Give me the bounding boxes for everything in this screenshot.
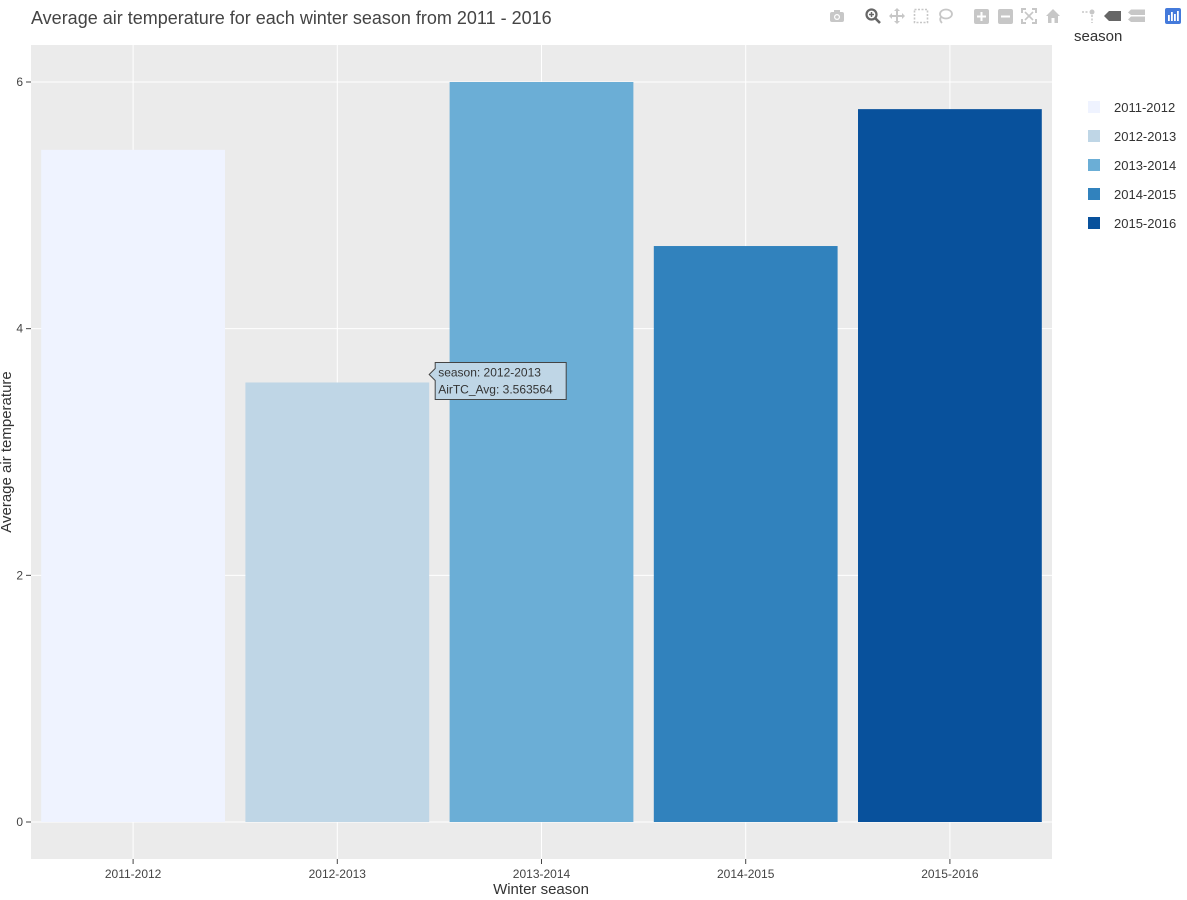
tooltip-box	[428, 361, 567, 400]
zoom-out-icon[interactable]	[995, 6, 1015, 26]
legend-swatch	[1088, 188, 1100, 200]
tooltip-value: AirTC_Avg: 3.563564	[438, 382, 553, 396]
legend-item[interactable]: 2014-2015	[1088, 187, 1176, 202]
x-tick-label: 2013-2014	[513, 867, 571, 881]
box-select-icon[interactable]	[911, 6, 931, 26]
hover-compare-icon[interactable]	[1127, 6, 1147, 26]
pan-icon[interactable]	[887, 6, 907, 26]
x-axis-label: Winter season	[493, 881, 589, 898]
legend-item[interactable]: 2011-2012	[1088, 100, 1175, 115]
legend-label: 2013-2014	[1114, 158, 1176, 173]
y-axis-ticks: 0 2 4 6	[16, 75, 31, 829]
bar-2012-2013[interactable]	[245, 382, 430, 822]
hover-closest-icon[interactable]	[1103, 6, 1123, 26]
plotly-logo-icon[interactable]	[1163, 6, 1183, 26]
zoom-in-icon[interactable]	[971, 6, 991, 26]
legend-swatch	[1088, 217, 1100, 229]
spike-lines-icon[interactable]	[1079, 6, 1099, 26]
legend-swatch	[1088, 130, 1100, 142]
legend: season 2011-2012 2012-2013 2013-2014 2014-2…	[1074, 28, 1176, 231]
legend-label: 2011-2012	[1114, 100, 1175, 115]
y-tick-label: 6	[16, 75, 23, 89]
x-tick-label: 2011-2012	[105, 867, 162, 881]
modebar	[827, 6, 1183, 26]
lasso-icon[interactable]	[935, 6, 955, 26]
y-axis-label: Average air temperature	[0, 371, 15, 532]
bars	[41, 82, 1042, 823]
x-axis-ticks: 2011-2012 2012-2013 2013-2014 2014-2015 2015…	[105, 859, 979, 881]
x-tick-label: 2015-2016	[921, 867, 979, 881]
bar-2015-2016[interactable]	[858, 109, 1042, 823]
legend-swatch	[1088, 101, 1100, 113]
legend-item[interactable]: 2012-2013	[1088, 129, 1176, 144]
chart-title: Average air temperature for each winter …	[31, 8, 552, 28]
bar-2013-2014[interactable]	[449, 82, 634, 822]
legend-item[interactable]: 2013-2014	[1088, 158, 1176, 173]
x-tick-label: 2012-2013	[309, 867, 367, 881]
legend-label: 2014-2015	[1114, 187, 1176, 202]
legend-label: 2015-2016	[1114, 216, 1176, 231]
y-tick-label: 0	[16, 815, 23, 829]
hover-tooltip: season: 2012-2013 AirTC_Avg: 3.563564	[428, 361, 567, 400]
reset-axes-icon[interactable]	[1043, 6, 1063, 26]
zoom-icon[interactable]	[863, 6, 883, 26]
bar-2014-2015[interactable]	[653, 246, 838, 823]
legend-label: 2012-2013	[1114, 129, 1176, 144]
y-tick-label: 2	[16, 568, 23, 582]
bar-2011-2012[interactable]	[41, 149, 225, 823]
legend-swatch	[1088, 159, 1100, 171]
x-tick-label: 2014-2015	[717, 867, 775, 881]
legend-title: season	[1074, 28, 1122, 45]
y-tick-label: 4	[16, 322, 23, 336]
autoscale-icon[interactable]	[1019, 6, 1039, 26]
legend-item[interactable]: 2015-2016	[1088, 216, 1176, 231]
camera-icon[interactable]	[827, 6, 847, 26]
tooltip-season: season: 2012-2013	[438, 365, 541, 379]
